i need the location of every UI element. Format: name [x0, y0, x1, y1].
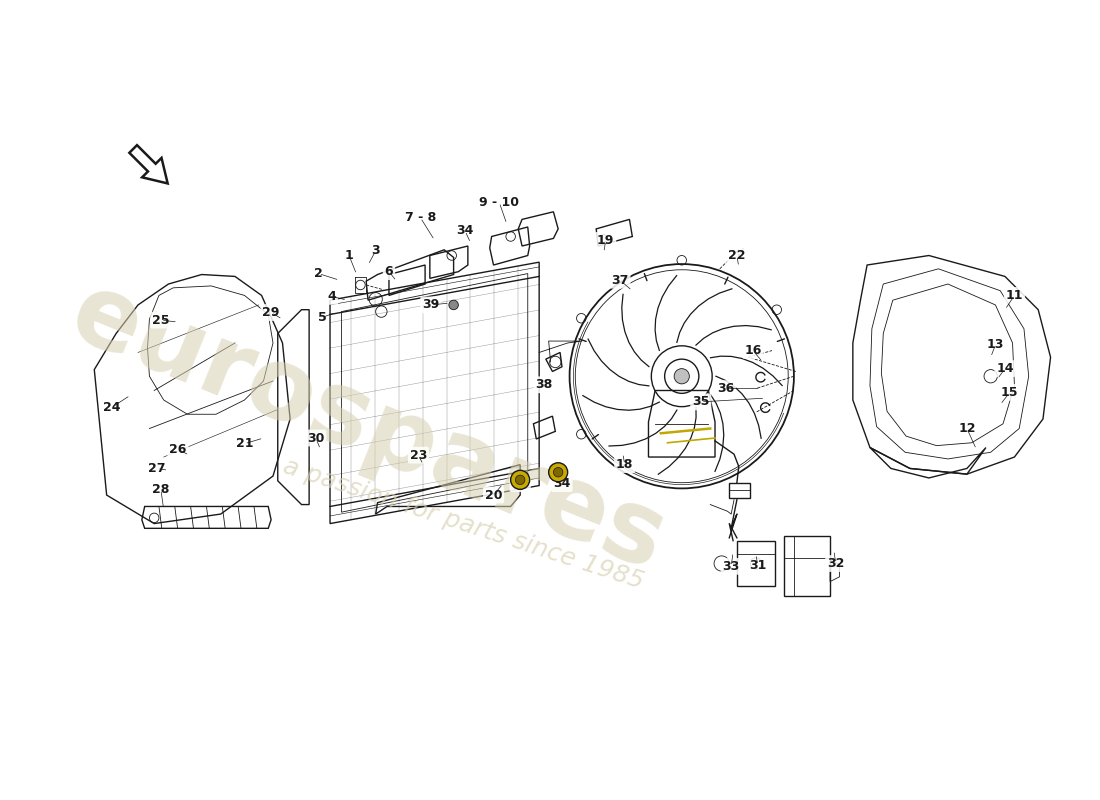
- Text: 31: 31: [749, 559, 767, 572]
- Text: 24: 24: [102, 401, 120, 414]
- Text: 1: 1: [344, 249, 353, 262]
- Text: 33: 33: [723, 560, 740, 573]
- Text: eurospares: eurospares: [57, 265, 680, 592]
- Text: 6: 6: [385, 265, 394, 278]
- Circle shape: [549, 462, 568, 482]
- Circle shape: [510, 470, 530, 490]
- Text: 12: 12: [958, 422, 976, 435]
- Text: 37: 37: [612, 274, 628, 286]
- Text: 25: 25: [152, 314, 169, 326]
- Text: 14: 14: [997, 362, 1014, 375]
- Circle shape: [674, 369, 690, 384]
- Text: 20: 20: [485, 489, 503, 502]
- Text: 3: 3: [372, 244, 379, 258]
- Text: 15: 15: [1001, 386, 1019, 399]
- Text: 2: 2: [315, 267, 323, 280]
- Text: 28: 28: [152, 483, 169, 496]
- Text: a passion for parts since 1985: a passion for parts since 1985: [279, 454, 647, 594]
- Text: 36: 36: [717, 382, 734, 395]
- Text: 9 - 10: 9 - 10: [480, 196, 519, 209]
- Text: 38: 38: [536, 378, 552, 391]
- Circle shape: [516, 475, 525, 485]
- Text: 30: 30: [307, 431, 324, 445]
- Text: 22: 22: [728, 249, 746, 262]
- Text: 16: 16: [745, 344, 761, 357]
- Text: 21: 21: [235, 438, 253, 450]
- Text: 34: 34: [553, 477, 571, 490]
- Text: 32: 32: [827, 557, 845, 570]
- Text: 26: 26: [169, 443, 187, 456]
- Text: 39: 39: [422, 298, 439, 311]
- Circle shape: [449, 300, 459, 310]
- Text: 5: 5: [318, 310, 327, 324]
- Text: 34: 34: [456, 224, 474, 238]
- Text: 35: 35: [692, 395, 710, 409]
- Text: 11: 11: [1005, 289, 1023, 302]
- Text: 18: 18: [616, 458, 634, 471]
- Text: 7 - 8: 7 - 8: [405, 211, 436, 224]
- Text: 23: 23: [409, 449, 427, 462]
- Circle shape: [553, 467, 563, 477]
- Text: 4: 4: [328, 290, 337, 303]
- Text: 19: 19: [597, 234, 615, 247]
- Text: 27: 27: [148, 462, 166, 475]
- Text: 29: 29: [263, 306, 279, 319]
- Text: 17: 17: [512, 477, 529, 490]
- Text: 13: 13: [987, 338, 1004, 351]
